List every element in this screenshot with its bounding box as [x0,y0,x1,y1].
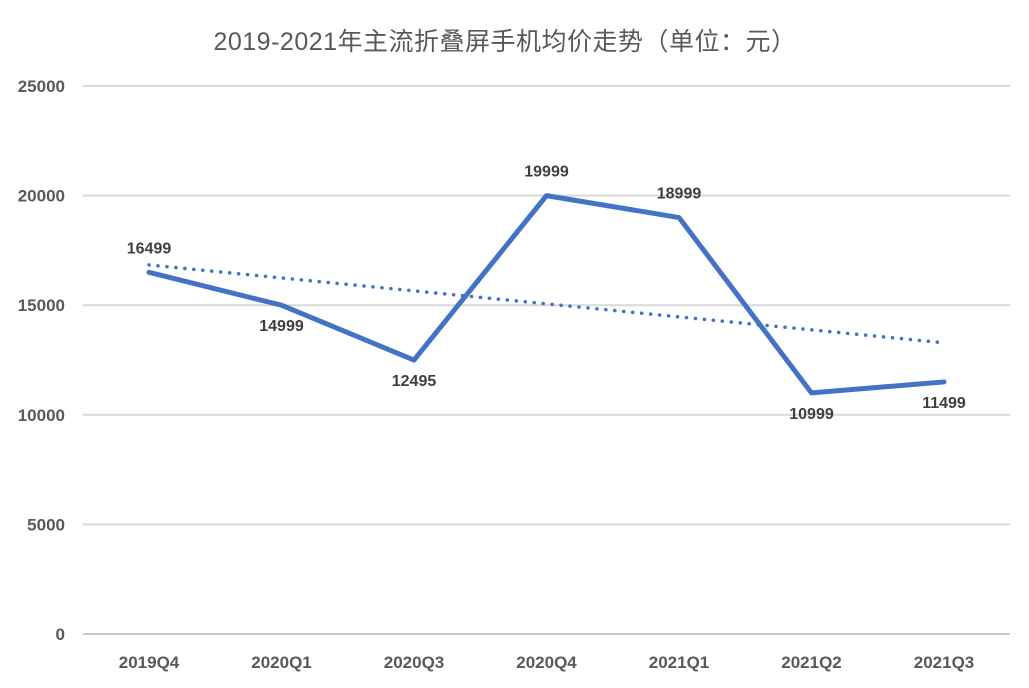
x-axis-label: 2020Q4 [516,653,577,672]
x-axis-label: 2021Q3 [914,653,975,672]
x-axis-label: 2020Q1 [251,653,312,672]
chart-title: 2019-2021年主流折叠屏手机均价走势（单位：元） [213,28,797,56]
y-tick-label: 20000 [18,187,65,206]
data-label: 16499 [127,240,172,257]
y-tick-label: 15000 [18,296,65,315]
data-label: 10999 [789,406,834,423]
x-axis-label: 2021Q2 [781,653,842,672]
x-axis-label: 2021Q1 [649,653,710,672]
x-axis-label: 2019Q4 [119,653,180,672]
data-label: 19999 [524,164,569,181]
y-tick-label: 25000 [18,77,65,96]
y-tick-label: 0 [56,625,65,644]
y-tick-label: 5000 [27,515,65,534]
data-label: 11499 [922,395,966,412]
trendline [147,263,942,345]
y-tick-label: 10000 [18,406,65,425]
x-axis-label: 2020Q3 [384,653,445,672]
data-label: 14999 [259,318,304,335]
data-label: 18999 [657,186,702,203]
series-line [146,193,947,396]
data-label: 12495 [392,373,437,390]
